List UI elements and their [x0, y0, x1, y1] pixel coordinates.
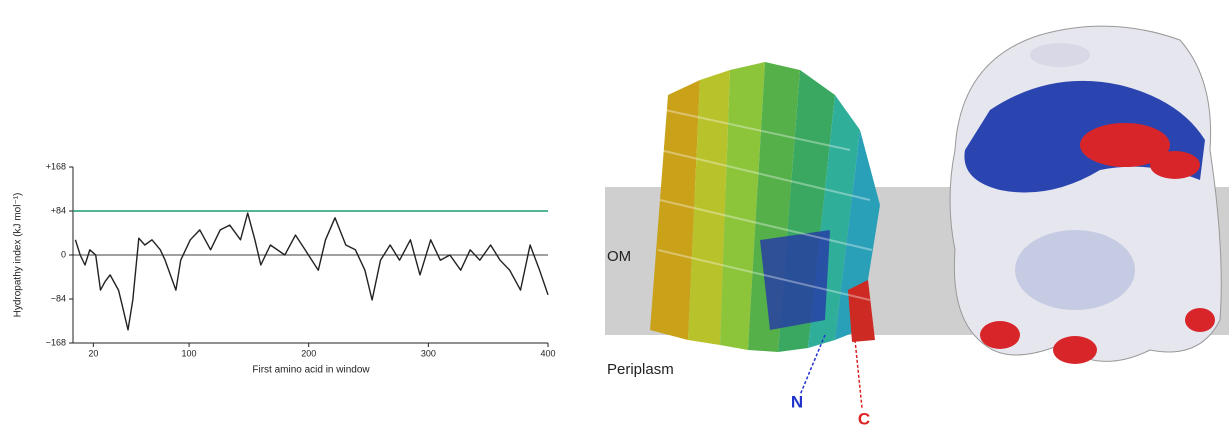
y-tick-label: −84	[51, 293, 66, 303]
membrane-label: OM	[607, 248, 631, 265]
y-tick-label: +168	[46, 161, 66, 171]
y-axis-title: Hydropathy index (kJ mol⁻¹)	[13, 193, 24, 318]
c-terminus-label: C	[858, 409, 870, 428]
hydropathy-chart: First amino acid in window Hydropathy in…	[13, 161, 556, 375]
x-tick-label: 20	[88, 348, 98, 358]
x-tick-label: 100	[182, 348, 197, 358]
x-axis-title: First amino acid in window	[252, 365, 370, 376]
y-tick-label: +84	[51, 205, 66, 215]
y-tick-label: −168	[46, 337, 66, 347]
y-tick-label: 0	[61, 249, 66, 259]
x-tick-label: 300	[421, 348, 436, 358]
x-tick-label: 200	[301, 348, 316, 358]
n-terminus-label: N	[791, 392, 803, 411]
hydropathy-line	[74, 212, 549, 331]
ribbon-structure	[650, 62, 880, 409]
periplasm-label: Periplasm	[607, 361, 674, 378]
x-tick-label: 400	[540, 348, 555, 358]
surface-structure	[949, 25, 1222, 364]
